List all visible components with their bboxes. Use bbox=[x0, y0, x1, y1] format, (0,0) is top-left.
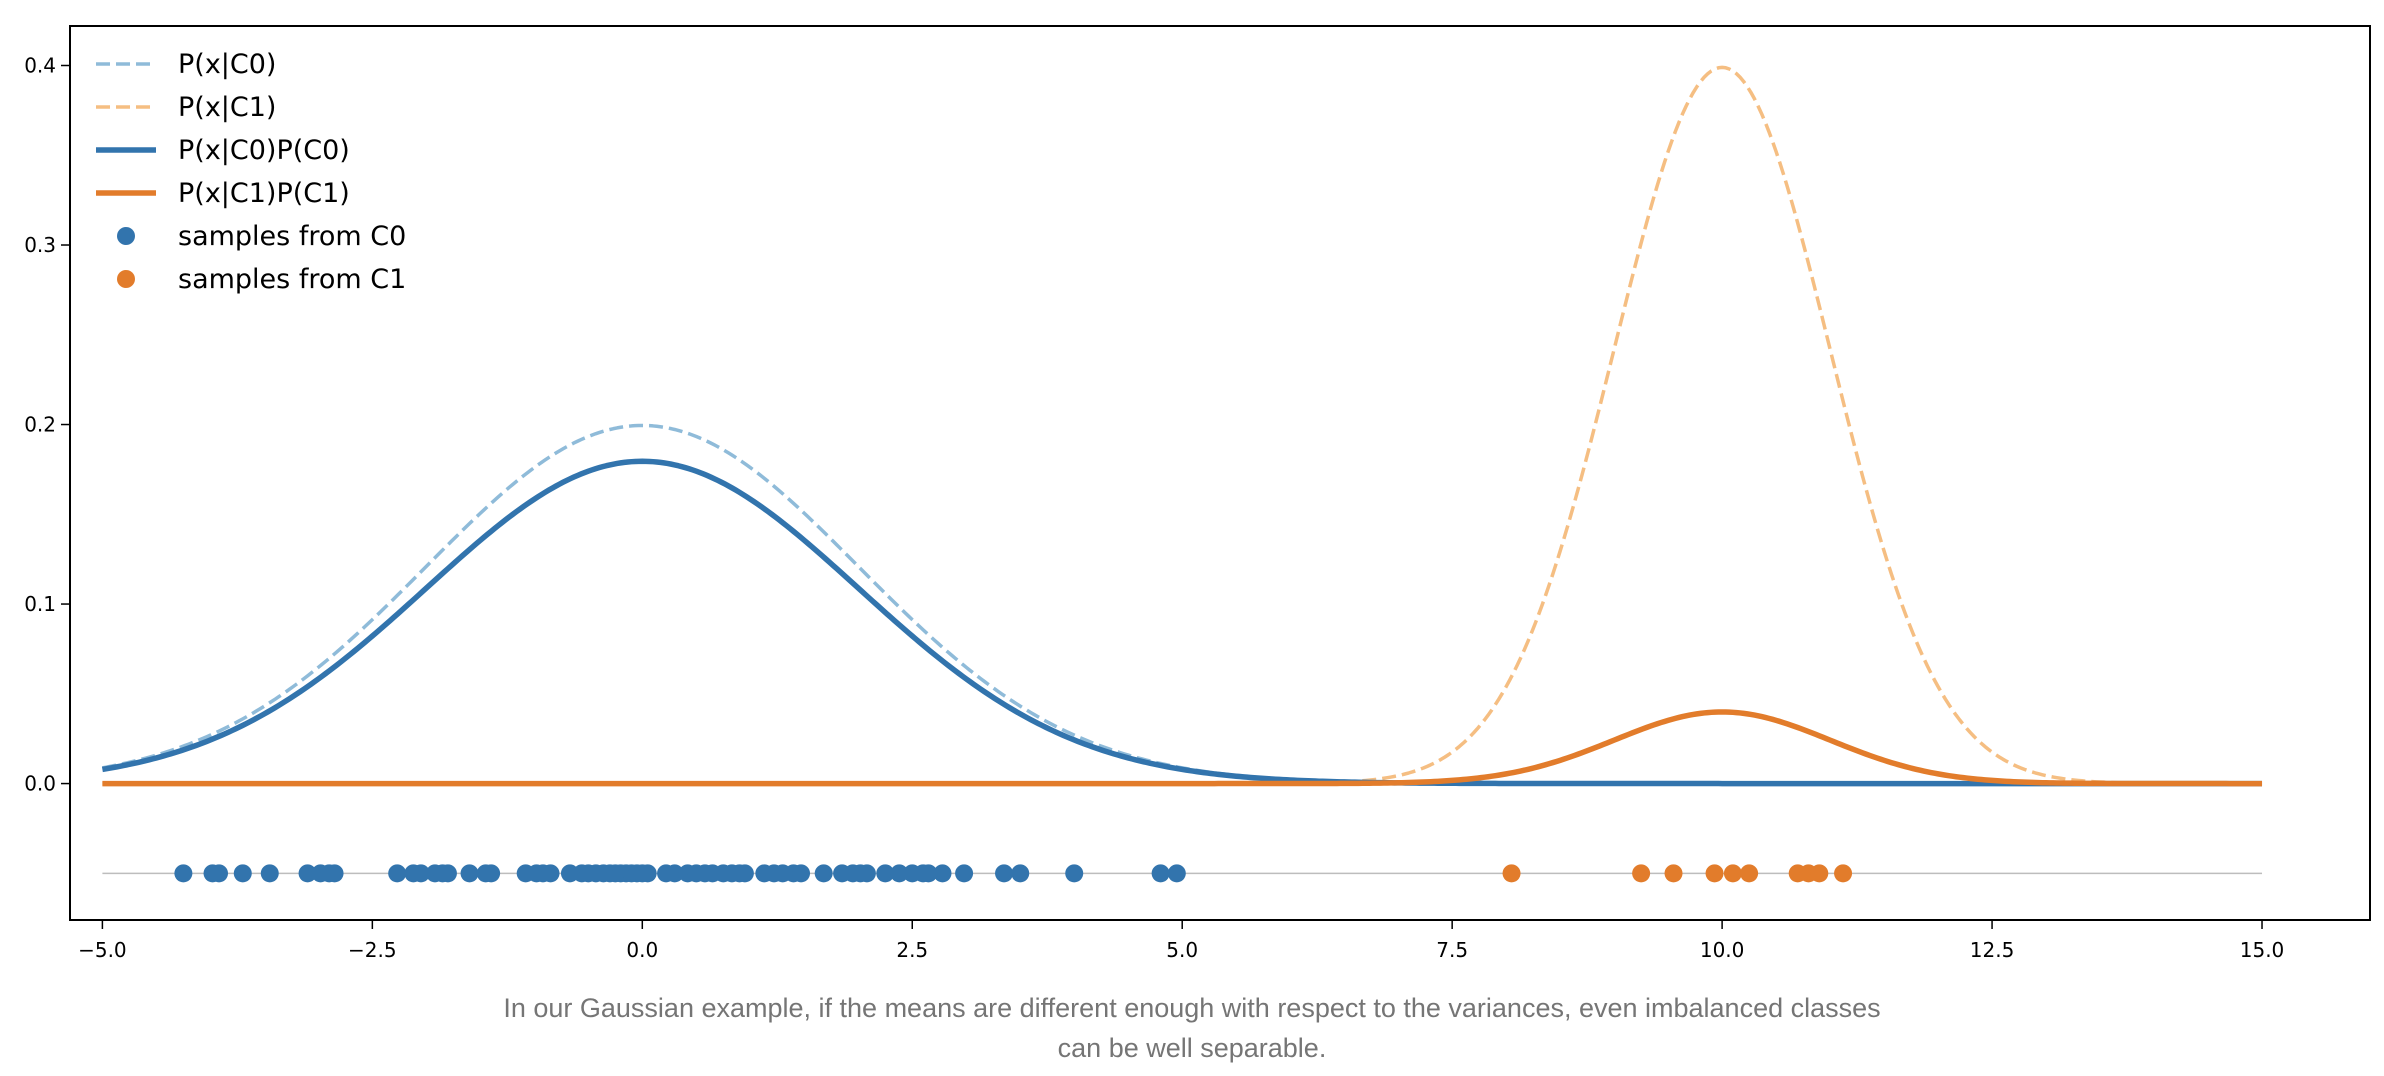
sample-point-c1 bbox=[1705, 864, 1724, 883]
y-tick-label: 0.4 bbox=[24, 53, 56, 77]
legend-label-2: P(x|C1) bbox=[178, 92, 276, 123]
x-tick-label: 12.5 bbox=[1970, 938, 2015, 960]
x-tick-label: 10.0 bbox=[1700, 938, 1745, 960]
sample-point-c0 bbox=[233, 864, 252, 883]
sample-point-c0 bbox=[665, 864, 684, 883]
sample-point-c0 bbox=[174, 864, 193, 883]
plot-area bbox=[101, 65, 2263, 883]
sample-point-c0 bbox=[919, 864, 938, 883]
y-tick-label: 0.0 bbox=[24, 772, 56, 796]
sample-point-c0 bbox=[792, 864, 811, 883]
sample-point-c1 bbox=[1502, 864, 1521, 883]
sample-point-c0 bbox=[1065, 864, 1084, 883]
x-tick-label: −5.0 bbox=[78, 938, 127, 960]
sample-point-c0 bbox=[210, 864, 229, 883]
sample-point-c0 bbox=[933, 864, 952, 883]
sample-point-c1 bbox=[1723, 864, 1742, 883]
y-tick-label: 0.2 bbox=[24, 413, 56, 437]
y-tick-label: 0.1 bbox=[24, 592, 56, 616]
sample-point-c0 bbox=[876, 864, 895, 883]
legend-label-4: P(x|C1)P(C1) bbox=[178, 178, 350, 209]
sample-point-c0 bbox=[638, 864, 657, 883]
sample-point-c0 bbox=[388, 864, 407, 883]
x-tick-label: 15.0 bbox=[2240, 938, 2285, 960]
chart: 0.0 0.1 0.2 0.3 0.4 −5.0 −2.5 0.0 2.5 5.0 7.5 10.0… bbox=[24, 25, 2371, 960]
sample-point-c1 bbox=[1810, 864, 1829, 883]
sample-point-c1 bbox=[1664, 864, 1683, 883]
legend-swatch-5 bbox=[117, 227, 135, 245]
sample-point-c0 bbox=[260, 864, 279, 883]
series-line-2 bbox=[102, 65, 2263, 786]
sample-point-c0 bbox=[298, 864, 317, 883]
x-axis-ticks: −5.0 −2.5 0.0 2.5 5.0 7.5 10.0 12.5 15.0 bbox=[78, 920, 2284, 960]
sample-point-c0 bbox=[995, 864, 1014, 883]
legend-label-1: P(x|C0) bbox=[178, 49, 276, 80]
x-tick-label: 5.0 bbox=[1166, 938, 1198, 960]
caption-line-1: In our Gaussian example, if the means ar… bbox=[503, 993, 1881, 1023]
caption-line-2: can be well separable. bbox=[1057, 1033, 1327, 1063]
sample-point-c0 bbox=[955, 864, 974, 883]
plot-frame bbox=[69, 25, 2371, 921]
sample-point-c0 bbox=[541, 864, 560, 883]
sample-point-c1 bbox=[1740, 864, 1759, 883]
legend: P(x|C0) P(x|C1) P(x|C0)P(C0) P(x|C1)P(C1) sa… bbox=[96, 49, 406, 295]
legend-label-6: samples from C1 bbox=[178, 264, 406, 295]
sample-point-c0 bbox=[1151, 864, 1170, 883]
series-line-4 bbox=[102, 709, 2263, 787]
sample-point-c0 bbox=[411, 864, 430, 883]
x-tick-label: 7.5 bbox=[1436, 938, 1468, 960]
y-tick-label: 0.3 bbox=[24, 233, 56, 257]
legend-label-5: samples from C0 bbox=[178, 221, 406, 252]
y-axis-ticks: 0.0 0.1 0.2 0.3 0.4 bbox=[24, 53, 70, 796]
sample-point-c0 bbox=[814, 864, 833, 883]
series-line-1 bbox=[102, 423, 2263, 786]
sample-point-c1 bbox=[1632, 864, 1651, 883]
legend-swatch-6 bbox=[117, 270, 135, 288]
sample-point-c0 bbox=[857, 864, 876, 883]
x-tick-label: 2.5 bbox=[896, 938, 928, 960]
sample-point-c1 bbox=[1834, 864, 1853, 883]
x-tick-label: −2.5 bbox=[348, 938, 397, 960]
sample-point-c0 bbox=[460, 864, 479, 883]
sample-point-c0 bbox=[1011, 864, 1030, 883]
legend-label-3: P(x|C0)P(C0) bbox=[178, 135, 350, 166]
series-line-3 bbox=[101, 458, 2263, 787]
figure-caption: In our Gaussian example, if the means ar… bbox=[0, 988, 2384, 1068]
sample-point-c0 bbox=[890, 864, 909, 883]
sample-point-c0 bbox=[735, 864, 754, 883]
sample-point-c0 bbox=[438, 864, 457, 883]
sample-point-c0 bbox=[325, 864, 344, 883]
sample-point-c0 bbox=[482, 864, 501, 883]
x-tick-label: 0.0 bbox=[626, 938, 658, 960]
sample-point-c0 bbox=[1167, 864, 1186, 883]
